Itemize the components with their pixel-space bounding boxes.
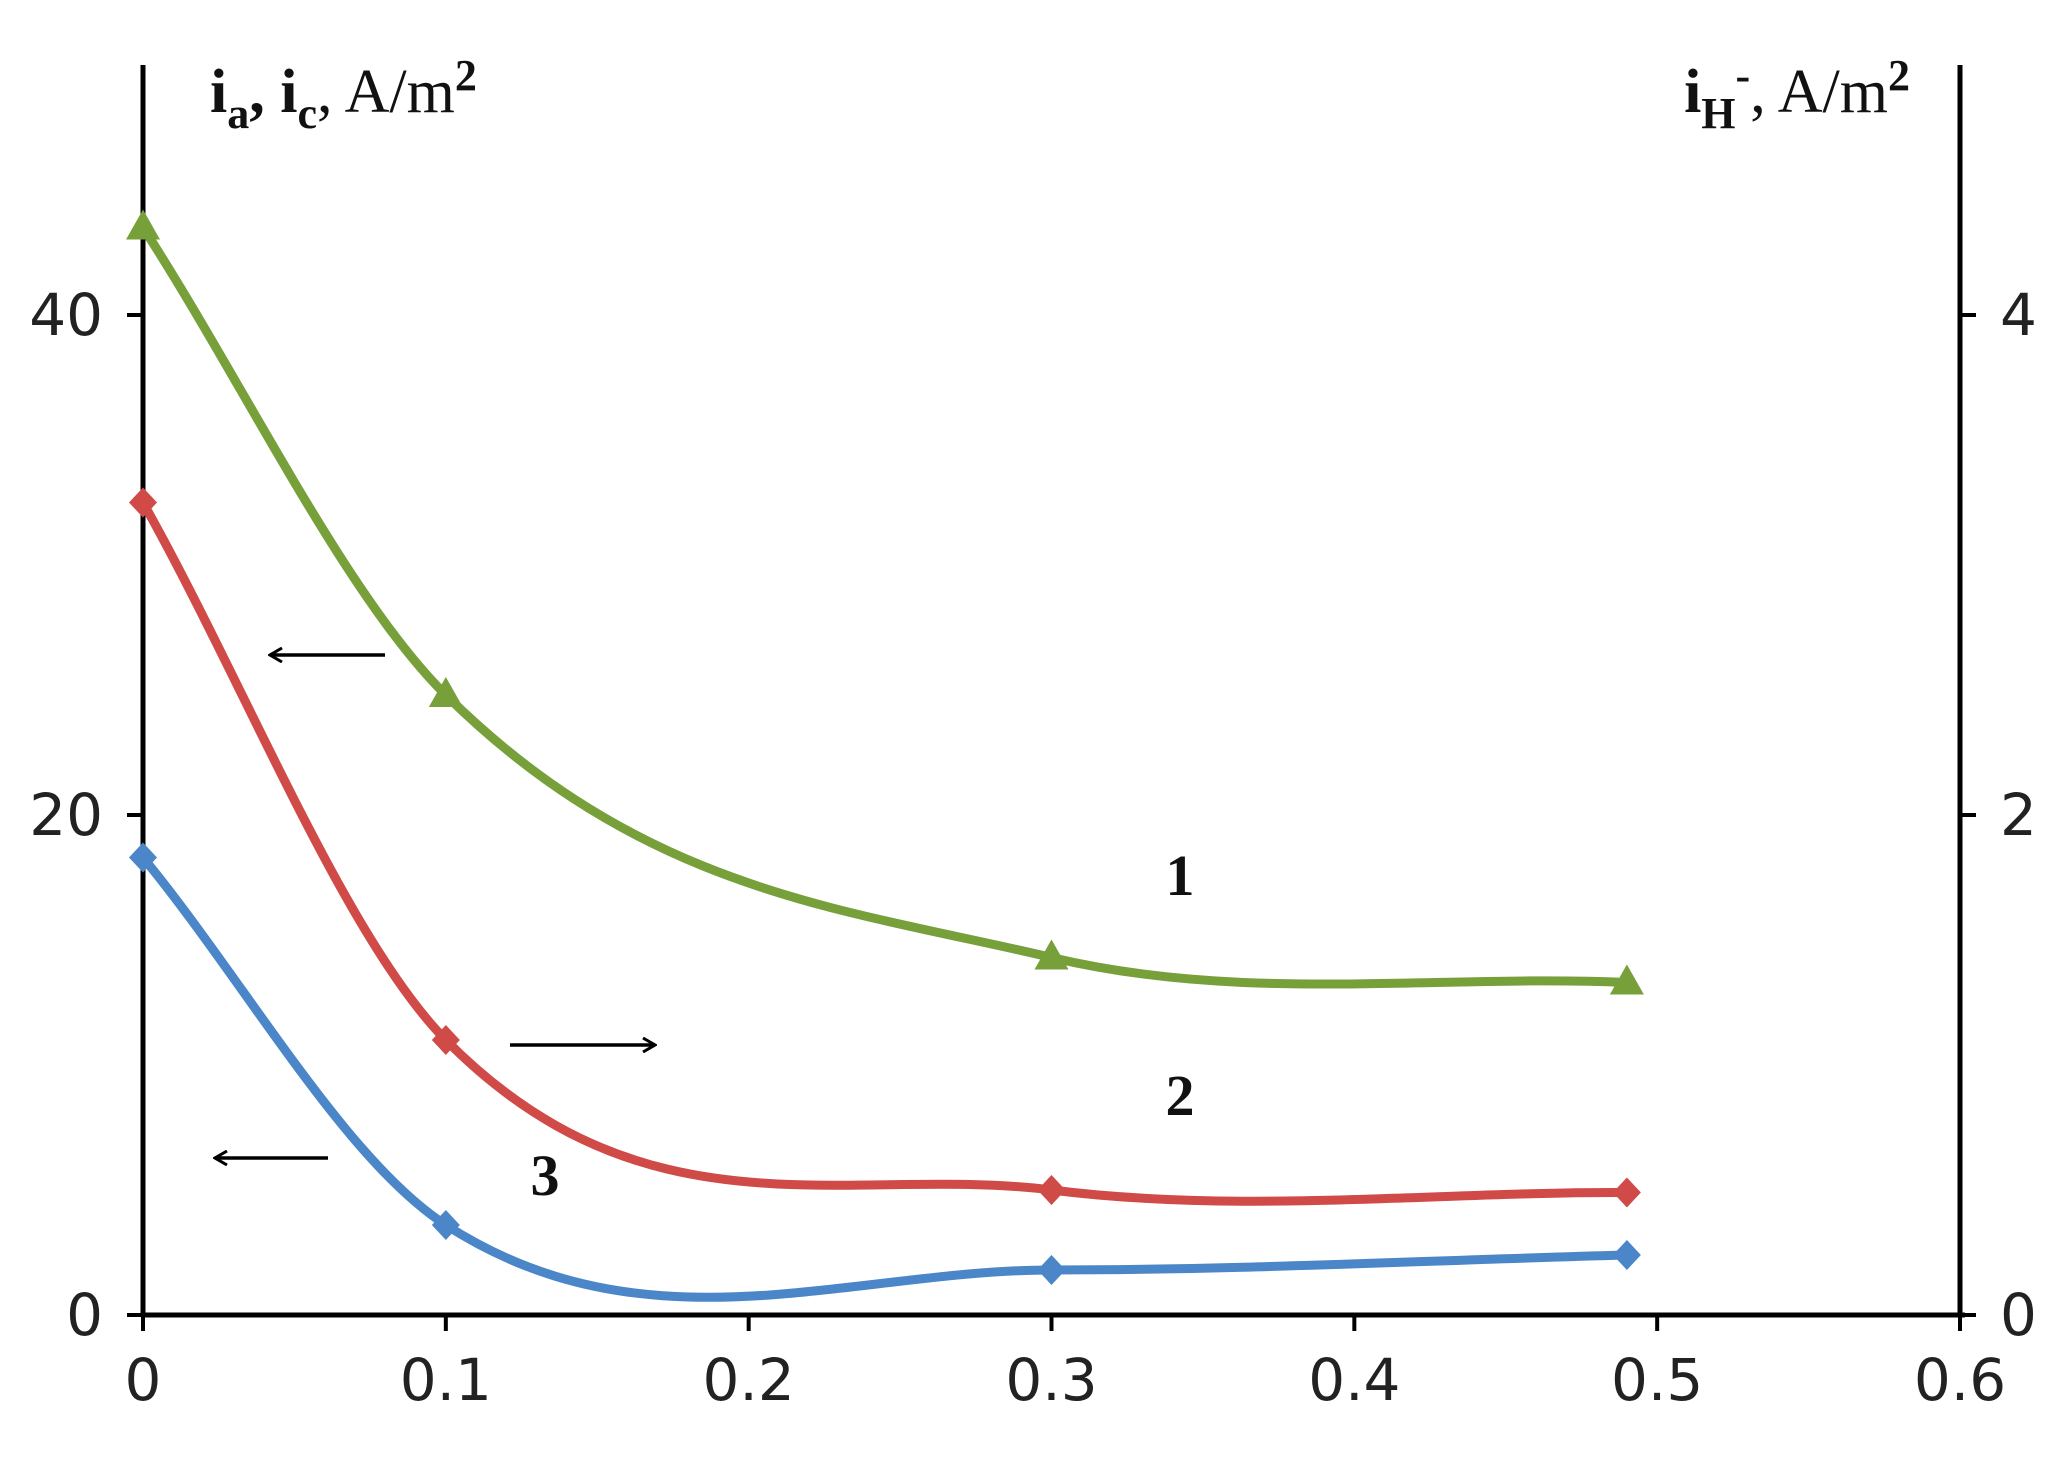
series-1-marker [1609,964,1644,995]
y-right-tick-label: 4 [2000,281,2037,349]
series-2-marker [1037,1175,1066,1205]
y-left-tick-label: 20 [29,781,103,849]
series-3-line [138,853,1632,1302]
series-3-marker [431,1210,460,1240]
series-3-marker [129,842,157,873]
series-2-line [138,498,1632,1206]
x-tick-label: 0.3 [1005,1346,1097,1414]
series-1-label: 1 [1166,843,1195,908]
x-tick-label: 0 [125,1346,162,1414]
series-1-marker [1034,939,1069,970]
x-tick-label: 0.6 [1914,1346,2006,1414]
y-right-axis-title: iH-, A/m2 [1684,51,1910,138]
series-3-marker [1612,1240,1641,1270]
x-tick-label: 0.5 [1611,1346,1703,1414]
series-3-marker [1037,1255,1066,1285]
x-tick-label: 0.2 [703,1346,795,1414]
series-2-marker [129,487,157,518]
series-1-line [138,223,1632,989]
series-3-label: 3 [531,1143,560,1208]
y-left-tick-label: 40 [29,281,103,349]
series-2-marker [431,1025,460,1055]
x-tick-label: 0.4 [1308,1346,1400,1414]
y-right-tick-label: 0 [2000,1281,2037,1349]
series-layer: 1 2 3 [126,209,1644,1302]
series-2-label: 2 [1166,1063,1195,1128]
y-left-axis-title: ia, ic, A/m2 [210,51,477,138]
series-1-marker [126,209,160,240]
series-1-marker [428,677,463,707]
y-left-tick-label: 0 [66,1281,103,1349]
series-2-marker [1612,1177,1641,1208]
y-right-tick-label: 2 [2000,781,2037,849]
x-tick-label: 0.1 [400,1346,492,1414]
annotation-layer [215,655,655,1158]
